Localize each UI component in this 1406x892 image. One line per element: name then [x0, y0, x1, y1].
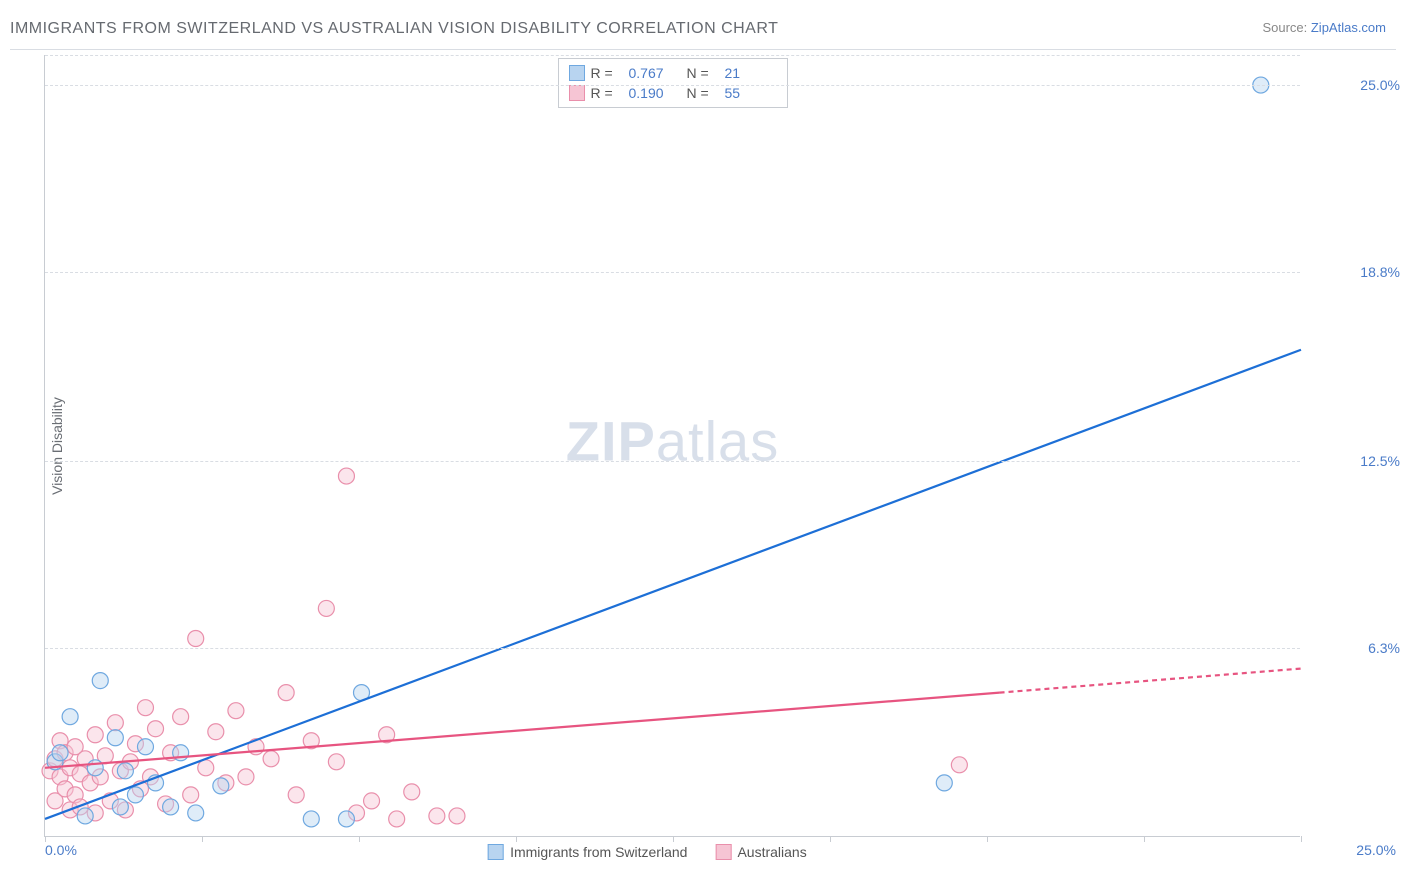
data-point: [338, 811, 354, 827]
data-point: [389, 811, 405, 827]
gridline: [45, 461, 1300, 462]
x-min-label: 0.0%: [45, 842, 77, 858]
data-point: [112, 799, 128, 815]
data-point: [328, 754, 344, 770]
data-point: [449, 808, 465, 824]
legend-label-pink: Australians: [737, 844, 806, 860]
gridline: [45, 648, 1300, 649]
data-point: [278, 685, 294, 701]
data-point: [163, 799, 179, 815]
data-point: [173, 709, 189, 725]
x-max-label: 25.0%: [1356, 842, 1396, 858]
x-tick-mark: [1144, 836, 1145, 842]
n-val-pink: 55: [725, 85, 777, 101]
y-tick-label: 12.5%: [1308, 453, 1400, 469]
chart-container: IMMIGRANTS FROM SWITZERLAND VS AUSTRALIA…: [0, 0, 1406, 892]
y-tick-label: 6.3%: [1308, 640, 1400, 656]
x-tick-mark: [987, 836, 988, 842]
legend-item-pink: Australians: [715, 844, 806, 860]
data-point: [364, 793, 380, 809]
legend-label-blue: Immigrants from Switzerland: [510, 844, 687, 860]
data-point: [77, 808, 93, 824]
gridline: [45, 272, 1300, 273]
data-point: [951, 757, 967, 773]
data-point: [52, 745, 68, 761]
data-point: [117, 763, 133, 779]
x-tick-mark: [830, 836, 831, 842]
y-tick-label: 25.0%: [1308, 77, 1400, 93]
data-point: [188, 630, 204, 646]
data-point: [338, 468, 354, 484]
y-tick-label: 18.8%: [1308, 264, 1400, 280]
trend-line: [45, 350, 1301, 819]
chart-svg: [45, 55, 1300, 836]
x-tick-mark: [1301, 836, 1302, 842]
data-point: [228, 703, 244, 719]
legend-item-blue: Immigrants from Switzerland: [488, 844, 687, 860]
x-tick-mark: [45, 836, 46, 842]
trend-line: [1000, 669, 1301, 693]
r-key-blue: R =: [591, 65, 623, 81]
data-point: [263, 751, 279, 767]
x-tick-mark: [202, 836, 203, 842]
chart-title: IMMIGRANTS FROM SWITZERLAND VS AUSTRALIA…: [10, 20, 778, 37]
data-point: [148, 721, 164, 737]
data-point: [107, 730, 123, 746]
r-key-pink: R =: [591, 85, 623, 101]
source-link[interactable]: ZipAtlas.com: [1311, 20, 1386, 35]
n-val-blue: 21: [725, 65, 777, 81]
x-tick-mark: [673, 836, 674, 842]
n-key-blue: N =: [687, 65, 719, 81]
source-label: Source: ZipAtlas.com: [1262, 20, 1386, 35]
n-key-pink: N =: [687, 85, 719, 101]
source-prefix: Source:: [1262, 20, 1310, 35]
swatch-pink: [569, 85, 585, 101]
gridline: [45, 55, 1300, 56]
legend-stats: R = 0.767 N = 21 R = 0.190 N = 55: [558, 58, 788, 108]
data-point: [208, 724, 224, 740]
legend-series: Immigrants from Switzerland Australians: [488, 844, 807, 860]
swatch-blue-2: [488, 844, 504, 860]
data-point: [318, 600, 334, 616]
plot-area: ZIPatlas R = 0.767 N = 21 R = 0.190 N = …: [44, 55, 1300, 837]
data-point: [303, 811, 319, 827]
data-point: [198, 760, 214, 776]
swatch-blue: [569, 65, 585, 81]
data-point: [936, 775, 952, 791]
swatch-pink-2: [715, 844, 731, 860]
data-point: [404, 784, 420, 800]
r-val-blue: 0.767: [629, 65, 681, 81]
data-point: [429, 808, 445, 824]
gridline: [45, 85, 1300, 86]
data-point: [87, 760, 103, 776]
data-point: [137, 700, 153, 716]
data-point: [188, 805, 204, 821]
data-point: [183, 787, 199, 803]
data-point: [62, 709, 78, 725]
data-point: [127, 787, 143, 803]
data-point: [92, 673, 108, 689]
legend-row-blue: R = 0.767 N = 21: [569, 63, 777, 83]
r-val-pink: 0.190: [629, 85, 681, 101]
header: IMMIGRANTS FROM SWITZERLAND VS AUSTRALIA…: [10, 20, 1396, 50]
data-point: [107, 715, 123, 731]
data-point: [238, 769, 254, 785]
trend-line: [45, 693, 1000, 768]
x-tick-mark: [516, 836, 517, 842]
data-point: [288, 787, 304, 803]
x-tick-mark: [359, 836, 360, 842]
data-point: [137, 739, 153, 755]
data-point: [213, 778, 229, 794]
data-point: [87, 727, 103, 743]
